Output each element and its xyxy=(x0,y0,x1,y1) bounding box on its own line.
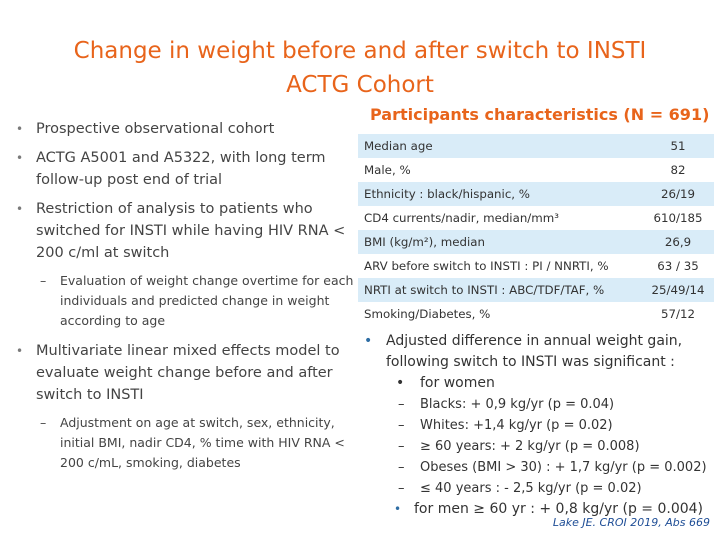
finding-women: • for women xyxy=(362,373,714,394)
table-row: CD4 currents/nadir, median/mm³ 610/185 xyxy=(358,206,714,230)
row-label: BMI (kg/m²), median xyxy=(364,235,485,249)
row-label: Male, % xyxy=(364,163,411,177)
bullet-marker: • xyxy=(16,202,24,216)
table-row: BMI (kg/m²), median 26,9 xyxy=(358,230,714,254)
table-row: Median age 51 xyxy=(358,134,714,158)
row-value: 57/12 xyxy=(661,307,695,321)
bullet-marker: • xyxy=(16,344,24,358)
bullet-marker: • xyxy=(396,375,405,391)
bullet-marker: • xyxy=(16,122,24,136)
title-line-1: Change in weight before and after switch… xyxy=(73,38,647,64)
title-line-2: ACTG Cohort xyxy=(286,72,434,98)
finding-men: • for men ≥ 60 yr : + 0,8 kg/yr (p = 0.0… xyxy=(362,499,714,520)
bullet-marker: • xyxy=(364,333,373,349)
bullet-trials: • ACTG A5001 and A5322, with long term f… xyxy=(14,147,354,191)
women-item: – Whites: +1,4 kg/yr (p = 0.02) xyxy=(362,415,714,436)
finding-main: • Adjusted difference in annual weight g… xyxy=(364,333,683,370)
bullet-marker: • xyxy=(394,502,402,516)
slide-title: Change in weight before and after switch… xyxy=(0,34,720,102)
table-row: Male, % 82 xyxy=(358,158,714,182)
bullet-marker: • xyxy=(16,151,24,165)
row-value: 610/185 xyxy=(653,211,703,225)
participants-table: Median age 51 Male, % 82 Ethnicity : bla… xyxy=(358,134,714,326)
row-label: Median age xyxy=(364,139,433,153)
row-label: Smoking/Diabetes, % xyxy=(364,307,491,321)
row-value: 26/19 xyxy=(661,187,695,201)
study-design-list: • Prospective observational cohort • ACT… xyxy=(14,118,354,482)
row-value: 82 xyxy=(670,163,686,177)
row-label: CD4 currents/nadir, median/mm³ xyxy=(364,211,559,225)
row-label: Ethnicity : black/hispanic, % xyxy=(364,187,531,201)
sub-bullet-evaluation: – Evaluation of weight change overtime f… xyxy=(40,273,354,328)
women-item: – Obeses (BMI > 30) : + 1,7 kg/yr (p = 0… xyxy=(362,457,714,478)
dash-marker: – xyxy=(398,460,405,475)
row-value: 63 / 35 xyxy=(657,259,699,273)
table-row: ARV before switch to INSTI : PI / NNRTI,… xyxy=(358,254,714,278)
table-row: Ethnicity : black/hispanic, % 26/19 xyxy=(358,182,714,206)
row-value: 26,9 xyxy=(664,235,692,249)
sub-bullet-adjustment: – Adjustment on age at switch, sex, ethn… xyxy=(40,415,345,470)
women-item: – ≤ 40 years : - 2,5 kg/yr (p = 0.02) xyxy=(362,478,714,499)
dash-marker: – xyxy=(398,397,405,412)
dash-marker: – xyxy=(398,481,405,496)
women-item: – ≥ 60 years: + 2 kg/yr (p = 0.008) xyxy=(362,436,714,457)
row-label: NRTI at switch to INSTI : ABC/TDF/TAF, % xyxy=(364,283,605,297)
dash-marker: – xyxy=(40,273,47,288)
participants-title: Participants characteristics (N = 691) xyxy=(370,105,710,124)
table-row: NRTI at switch to INSTI : ABC/TDF/TAF, %… xyxy=(358,278,714,302)
women-item: – Blacks: + 0,9 kg/yr (p = 0.04) xyxy=(362,394,714,415)
row-label: ARV before switch to INSTI : PI / NNRTI,… xyxy=(364,259,609,273)
bullet-model: • Multivariate linear mixed effects mode… xyxy=(14,340,354,406)
bullet-restriction: • Restriction of analysis to patients wh… xyxy=(14,198,354,264)
dash-marker: – xyxy=(40,415,47,430)
row-value: 51 xyxy=(670,139,686,153)
dash-marker: – xyxy=(398,439,405,454)
bullet-cohort: • Prospective observational cohort xyxy=(14,118,354,140)
findings-list: • Adjusted difference in annual weight g… xyxy=(362,331,714,520)
reference-citation: Lake JE. CROI 2019, Abs 669 xyxy=(552,516,710,529)
dash-marker: – xyxy=(398,418,405,433)
row-value: 25/49/14 xyxy=(651,283,705,297)
table-row: Smoking/Diabetes, % 57/12 xyxy=(358,302,714,326)
